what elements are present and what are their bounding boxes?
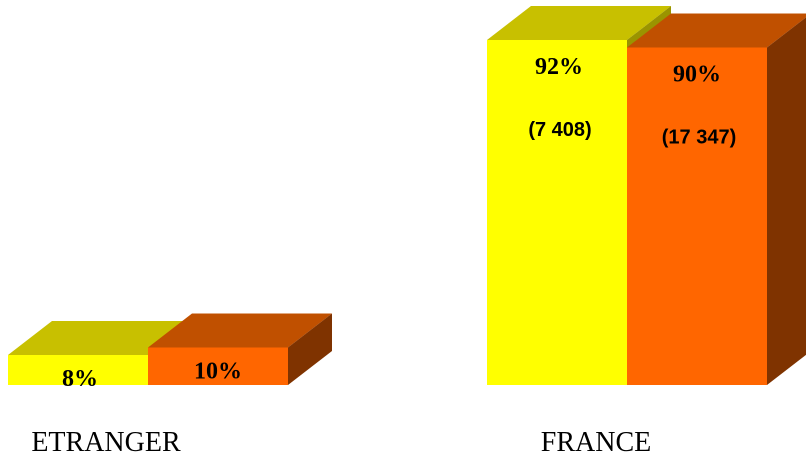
count-label-france-series-0: (7 408) [528,119,591,141]
bar-top-france-series-1 [627,13,806,48]
category-label-etranger: ETRANGER [31,427,181,458]
bar-france-series-1 [627,47,767,385]
bar-france-series-0 [487,40,627,385]
bar-side-etranger-series-1 [288,313,332,385]
bar-etranger-series-1 [148,347,288,385]
bar-side-france-series-1 [767,17,806,385]
bar-top-etranger-series-0 [8,321,192,355]
data-label-etranger-series-1: 10% [194,359,242,385]
category-label-france: FRANCE [541,427,651,458]
data-label-france-series-1: 90% [673,62,721,88]
data-label-france-series-0: 92% [535,54,583,80]
bar-top-etranger-series-1 [148,313,332,348]
count-label-france-series-1: (17 347) [662,127,737,149]
bar-etranger-series-0 [8,355,148,385]
data-label-etranger-series-0: 8% [62,366,98,392]
bar-top-france-series-0 [487,6,671,40]
